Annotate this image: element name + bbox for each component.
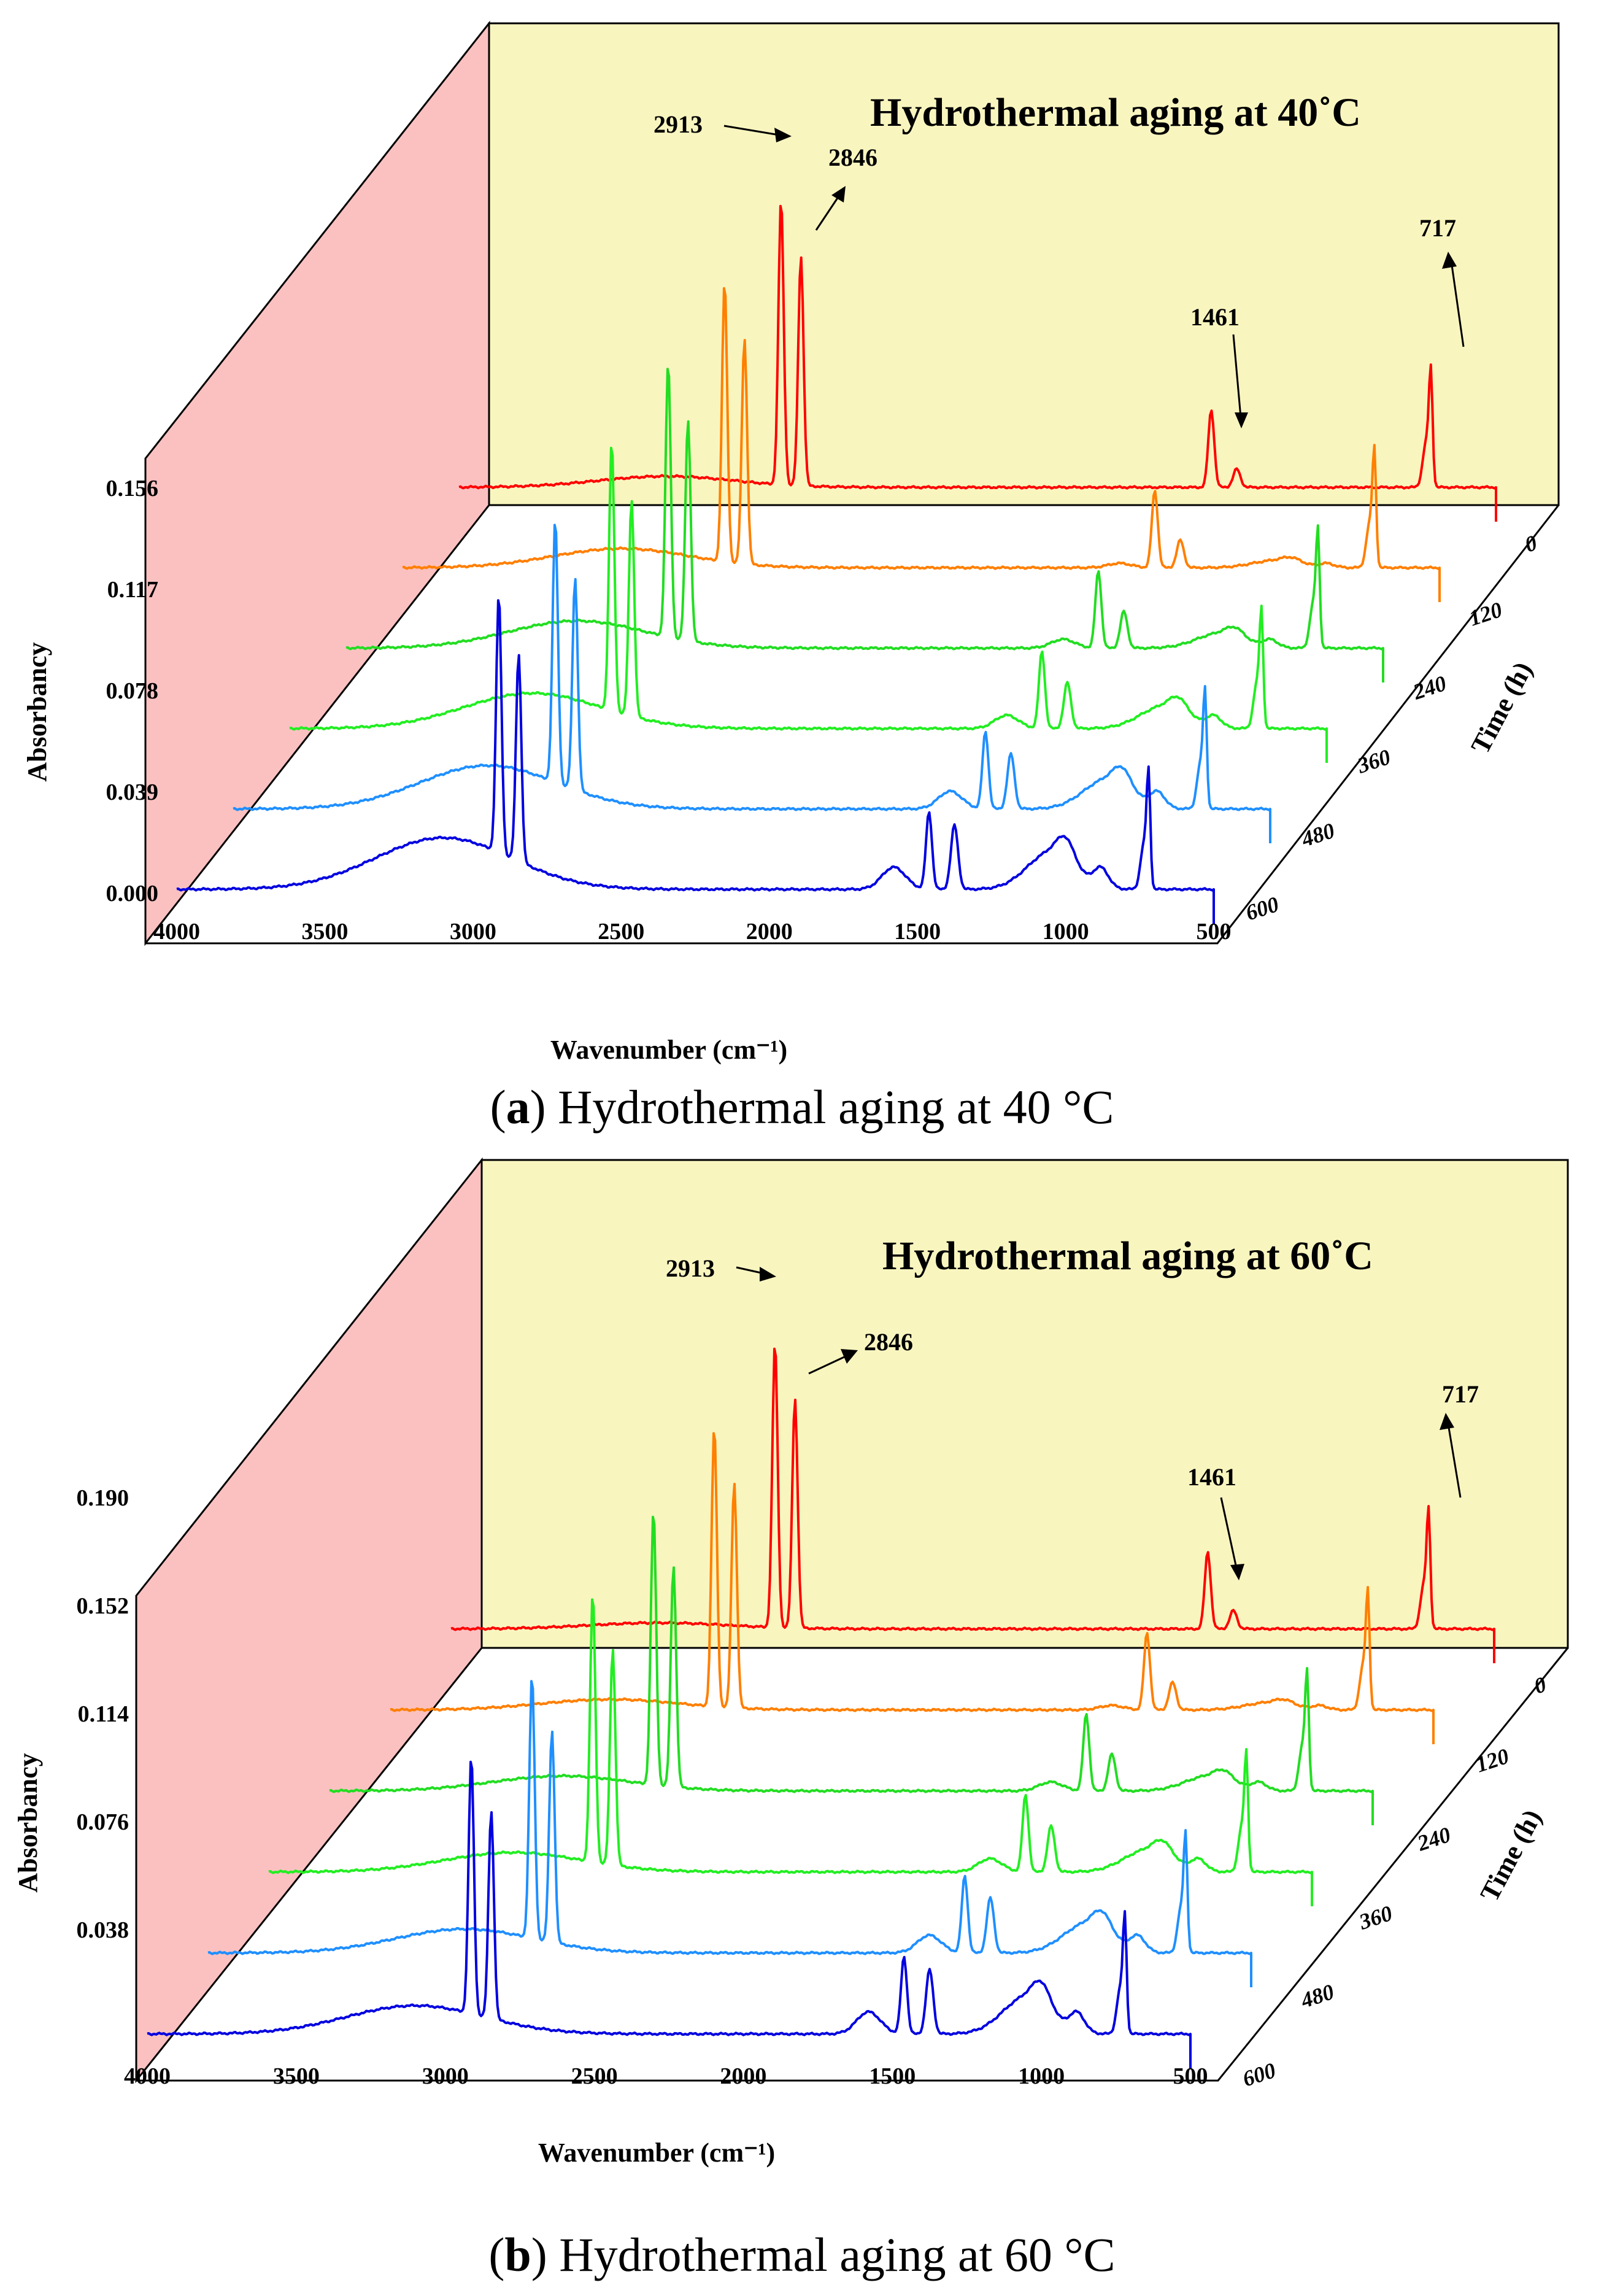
spectrum-line-0h — [450, 1347, 1495, 1663]
y-tick-label: 0.190 — [77, 1485, 129, 1511]
y-tick-label: 0.114 — [78, 1701, 129, 1727]
x-tick-label: 1500 — [869, 2063, 916, 2089]
spectrum-line-360h — [268, 1598, 1313, 1906]
y-tick-label: 0.076 — [77, 1809, 129, 1835]
x-tick-label: 1500 — [894, 919, 941, 945]
time-tick-label: 360 — [1354, 744, 1394, 778]
y-tick-label: 0.152 — [77, 1593, 129, 1619]
spectrum-line-360h — [289, 446, 1328, 763]
y-axis-title: Absorbancy — [22, 642, 52, 781]
time-tick-label: 480 — [1298, 818, 1338, 852]
z-axis-title: Time (h) — [1465, 657, 1538, 759]
spectrum-line-120h — [390, 1432, 1435, 1744]
x-tick-label: 2500 — [598, 919, 644, 945]
spectrum-line-600h — [147, 1760, 1192, 2068]
time-tick-label: 600 — [1240, 2058, 1279, 2092]
peak-label-2846: 2846 — [864, 1328, 913, 1356]
peak-label-2846: 2846 — [828, 144, 877, 171]
z-axis-title: Time (h) — [1475, 1804, 1548, 1906]
x-tick-label: 1000 — [1043, 919, 1089, 945]
time-tick-label: 0 — [1531, 1672, 1549, 1699]
x-axis-title: Wavenumber (cm⁻¹) — [550, 1035, 787, 1065]
peak-label-2913: 2913 — [666, 1254, 715, 1282]
side-wall — [144, 20, 490, 946]
panel-a-chart: 4000 3500 3000 2500 2000 1500 1000 500 0.000 0.0… — [22, 20, 1560, 1065]
y-tick-label: 0.038 — [77, 1917, 129, 1943]
time-tick-label: 360 — [1355, 1901, 1395, 1935]
spectrum-line-600h — [176, 599, 1215, 924]
x-tick-label: 2000 — [746, 919, 793, 945]
time-tick-label: 0 — [1522, 530, 1540, 557]
floor-edge — [136, 1647, 1569, 2082]
caption-a: (a) Hydrothermal aging at 40 °C — [490, 1080, 1114, 1134]
x-tick-label: 500 — [1173, 2063, 1208, 2089]
y-tick-label: 0.156 — [106, 476, 159, 501]
x-tick-label: 3000 — [450, 919, 496, 945]
caption-b: (b) Hydrothermal aging at 60 °C — [488, 2228, 1115, 2281]
time-tick-label: 240 — [1409, 671, 1449, 705]
x-tick-label: 3500 — [301, 919, 348, 945]
floor-edge — [145, 504, 1560, 945]
spectrum-line-240h — [345, 368, 1384, 682]
peak-label-2913: 2913 — [654, 110, 703, 138]
x-tick-label: 2500 — [571, 2063, 618, 2089]
x-tick-label: 1000 — [1018, 2063, 1065, 2089]
x-tick-label: 4000 — [124, 2063, 171, 2089]
spectrum-line-480h — [233, 524, 1271, 843]
x-tick-label: 3500 — [273, 2063, 320, 2089]
y-tick-label: 0.078 — [106, 678, 159, 704]
y-tick-label: 0.117 — [107, 577, 158, 603]
x-tick-label: 4000 — [153, 919, 200, 945]
time-tick-label: 120 — [1473, 1744, 1512, 1777]
peak-label-717: 717 — [1442, 1380, 1479, 1408]
peak-label-1461: 1461 — [1187, 1463, 1236, 1491]
spectrum-line-480h — [207, 1680, 1252, 1987]
x-tick-label: 3000 — [422, 2063, 469, 2089]
panel-title: Hydrothermal aging at 60˚C — [882, 1234, 1373, 1278]
x-axis-title: Wavenumber (cm⁻¹) — [538, 2138, 775, 2168]
y-tick-label: 0.039 — [106, 779, 159, 805]
y-axis-title: Absorbancy — [13, 1753, 43, 1892]
y-tick-label: 0.000 — [106, 881, 159, 906]
time-tick-label: 240 — [1414, 1822, 1454, 1856]
panel-title: Hydrothermal aging at 40˚C — [870, 90, 1361, 135]
panel-b-chart: 4000 3500 3000 2500 2000 1500 1000 500 0.038 0.0… — [13, 1157, 1569, 2168]
spectrum-line-0h — [458, 204, 1497, 522]
spectrum-line-240h — [329, 1515, 1374, 1825]
peak-label-717: 717 — [1419, 214, 1456, 242]
x-tick-label: 500 — [1197, 919, 1232, 945]
side-wall — [135, 1157, 483, 2084]
time-tick-label: 600 — [1243, 892, 1282, 926]
peak-label-1461: 1461 — [1190, 303, 1240, 331]
x-tick-label: 2000 — [720, 2063, 766, 2089]
time-tick-label: 480 — [1297, 1979, 1337, 2013]
time-tick-label: 120 — [1466, 597, 1505, 631]
spectrum-line-120h — [402, 287, 1441, 602]
